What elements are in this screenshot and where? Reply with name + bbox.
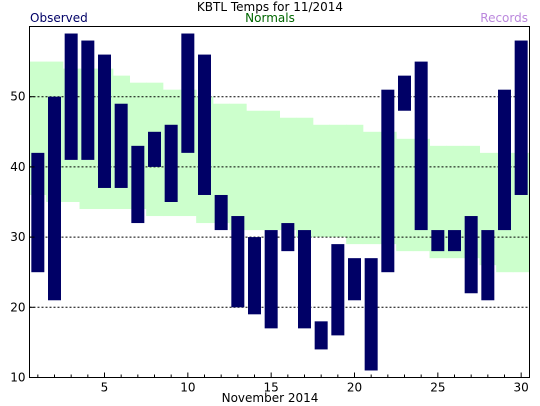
normal-range-day-20 xyxy=(346,124,364,245)
observed-bar-day-16 xyxy=(281,223,295,252)
observed-bar-day-23 xyxy=(398,75,411,111)
x-tick-label-10: 10 xyxy=(180,381,195,395)
observed-bar-day-11 xyxy=(198,54,211,195)
observed-bar-day-24 xyxy=(414,61,428,231)
chart-title: KBTL Temps for 11/2014 xyxy=(196,0,344,14)
observed-bar-day-18 xyxy=(314,321,328,350)
x-tick-label-15: 15 xyxy=(264,381,279,395)
normal-range-day-23 xyxy=(396,138,414,252)
x-tick-label-30: 30 xyxy=(514,381,529,395)
legend-observed: Observed xyxy=(30,11,88,25)
observed-bar-day-17 xyxy=(298,230,311,329)
normal-range-day-19 xyxy=(329,124,347,238)
observed-bar-day-8 xyxy=(148,131,161,167)
plot-frame xyxy=(29,26,530,378)
observed-bar-day-7 xyxy=(131,145,145,224)
observed-bar-day-29 xyxy=(498,89,511,231)
observed-bar-day-25 xyxy=(431,230,445,252)
normal-range-day-16 xyxy=(279,117,297,231)
observed-bar-day-22 xyxy=(381,89,395,273)
observed-bar-day-3 xyxy=(64,33,78,160)
observed-bar-day-9 xyxy=(164,124,178,202)
y-tick-label-10: 10 xyxy=(10,371,25,385)
legend-normals: Normals xyxy=(245,11,295,25)
normal-range-day-14 xyxy=(246,110,264,231)
axis-ticks: 5 10 15 20 25 30 10 20 30 40 50 xyxy=(10,90,529,395)
y-tick-label-30: 30 xyxy=(10,230,25,244)
observed-bar-day-21 xyxy=(364,258,378,371)
observed-bar-day-30 xyxy=(514,40,528,195)
observed-bar-day-5 xyxy=(98,54,111,188)
x-tick-label-20: 20 xyxy=(347,381,362,395)
y-tick-label-50: 50 xyxy=(10,90,25,104)
x-axis-label: November 2014 xyxy=(221,391,319,405)
normal-range-day-17 xyxy=(296,117,314,238)
observed-bar-day-1 xyxy=(31,152,45,273)
observed-bar-day-28 xyxy=(481,230,495,301)
normal-range-day-12 xyxy=(212,103,230,224)
x-tick-label-5: 5 xyxy=(101,381,109,395)
observed-bar-day-2 xyxy=(48,96,61,301)
normal-range-day-18 xyxy=(312,124,330,238)
observed-bar-day-10 xyxy=(181,33,195,153)
x-tick-label-25: 25 xyxy=(430,381,445,395)
grid-lines xyxy=(29,96,530,308)
observed-bar-day-15 xyxy=(264,230,278,329)
observed-bar-day-13 xyxy=(231,216,245,308)
observed-bar-day-27 xyxy=(464,216,478,294)
y-tick-label-20: 20 xyxy=(10,300,25,314)
observed-bar-day-12 xyxy=(214,194,228,231)
normal-range-day-15 xyxy=(262,110,280,231)
y-tick-label-40: 40 xyxy=(10,160,25,174)
observed-bar-day-26 xyxy=(448,230,461,252)
observed-bar-day-14 xyxy=(248,237,261,315)
observed-bar-day-6 xyxy=(114,103,128,188)
legend-records: Records xyxy=(480,11,528,25)
observed-bars xyxy=(31,33,528,371)
observed-bar-day-19 xyxy=(331,244,345,336)
observed-bar-day-4 xyxy=(81,40,95,160)
observed-bar-day-20 xyxy=(348,258,361,301)
normal-range-day-21 xyxy=(362,131,380,245)
